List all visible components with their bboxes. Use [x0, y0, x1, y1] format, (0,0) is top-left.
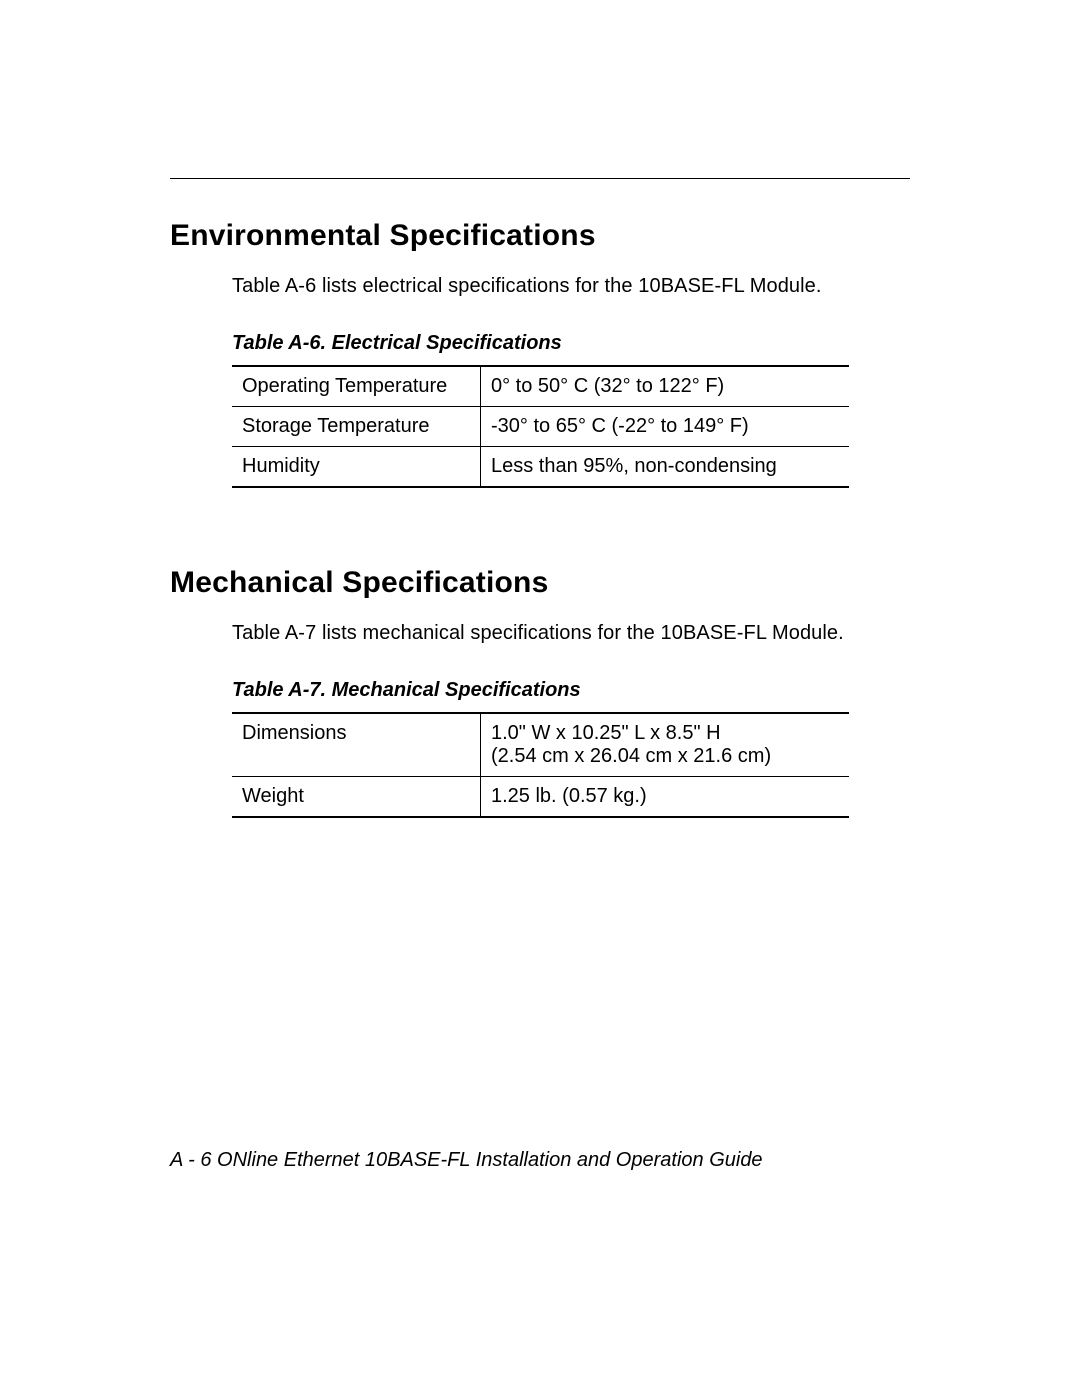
- table-caption: Table A-7. Mechanical Specifications: [232, 679, 910, 702]
- spec-value: 1.0" W x 10.25" L x 8.5" H (2.54 cm x 26…: [481, 713, 850, 777]
- section-intro: Table A-6 lists electrical specification…: [232, 275, 910, 298]
- spec-value: -30° to 65° C (-22° to 149° F): [481, 407, 850, 447]
- spec-label: Storage Temperature: [232, 407, 481, 447]
- spec-table: Operating Temperature 0° to 50° C (32° t…: [232, 365, 849, 488]
- section-gap: [170, 488, 910, 566]
- spec-value: Less than 95%, non-condensing: [481, 447, 850, 488]
- table-caption: Table A-6. Electrical Specifications: [232, 332, 910, 355]
- section-heading: Environmental Specifications: [170, 219, 910, 253]
- table-row: Dimensions 1.0" W x 10.25" L x 8.5" H (2…: [232, 713, 849, 777]
- top-rule: [170, 178, 910, 179]
- table-row: Weight 1.25 lb. (0.57 kg.): [232, 777, 849, 818]
- section-heading: Mechanical Specifications: [170, 566, 910, 600]
- spec-value: 1.25 lb. (0.57 kg.): [481, 777, 850, 818]
- spec-label: Dimensions: [232, 713, 481, 777]
- spec-value: 0° to 50° C (32° to 122° F): [481, 366, 850, 407]
- spec-label: Humidity: [232, 447, 481, 488]
- spec-label: Weight: [232, 777, 481, 818]
- page: Environmental Specifications Table A-6 l…: [0, 0, 1080, 1397]
- section-intro: Table A-7 lists mechanical specification…: [232, 622, 910, 645]
- table-row: Operating Temperature 0° to 50° C (32° t…: [232, 366, 849, 407]
- spec-table: Dimensions 1.0" W x 10.25" L x 8.5" H (2…: [232, 712, 849, 818]
- page-footer: A - 6 ONline Ethernet 10BASE-FL Installa…: [170, 1149, 763, 1172]
- table-row: Humidity Less than 95%, non-condensing: [232, 447, 849, 488]
- spec-label: Operating Temperature: [232, 366, 481, 407]
- table-row: Storage Temperature -30° to 65° C (-22° …: [232, 407, 849, 447]
